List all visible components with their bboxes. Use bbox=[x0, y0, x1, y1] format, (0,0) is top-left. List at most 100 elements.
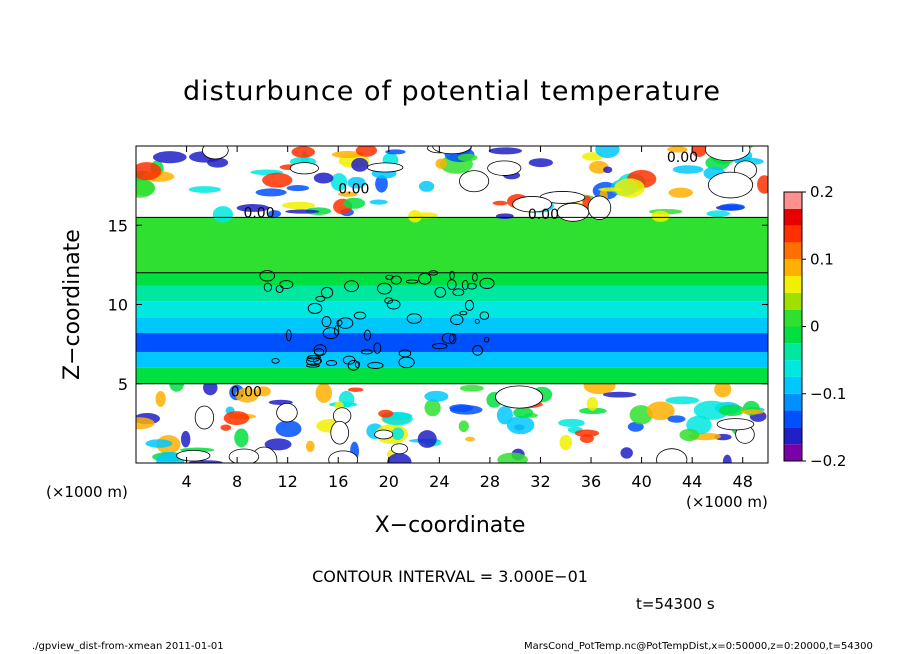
contour-loop bbox=[313, 344, 327, 357]
colorbar-tick-label: 0 bbox=[810, 318, 820, 336]
band-blob bbox=[740, 409, 764, 415]
band-blob bbox=[602, 391, 637, 398]
contour-loop bbox=[366, 162, 404, 173]
x-axis: 4 8 12 16 20 24 28 32 36 40 44 48 bbox=[181, 146, 753, 491]
colorbar-segment bbox=[784, 343, 802, 361]
colorbar-segment bbox=[784, 292, 802, 310]
band-blob bbox=[424, 390, 449, 402]
contour-loop bbox=[495, 385, 544, 409]
band-blob bbox=[417, 430, 437, 448]
band-blob bbox=[262, 172, 293, 188]
contour-loop bbox=[434, 286, 447, 298]
band-blob bbox=[255, 188, 287, 197]
contour-loop bbox=[307, 302, 323, 314]
colorbar-segment bbox=[784, 410, 802, 428]
contour-loop bbox=[377, 282, 392, 295]
y-tick-label: 5 bbox=[118, 375, 128, 394]
band-blob bbox=[145, 439, 173, 448]
contour-loop bbox=[305, 363, 320, 368]
band-blob bbox=[714, 381, 732, 398]
contour-loop bbox=[279, 280, 294, 289]
colorbar-segment bbox=[784, 208, 802, 226]
footer-left: ./gpview_dist-from-xmean 2011-01-01 bbox=[32, 641, 224, 652]
contour-loop bbox=[487, 160, 522, 176]
band-blob bbox=[651, 210, 670, 222]
band-6 bbox=[136, 285, 768, 302]
contour-loop bbox=[512, 196, 553, 213]
band-blob bbox=[706, 210, 730, 217]
band-blob bbox=[722, 454, 732, 463]
band-blob bbox=[268, 210, 281, 218]
contour-loop bbox=[449, 333, 457, 345]
colorbar-segment bbox=[784, 427, 802, 445]
contour-loop bbox=[704, 146, 751, 162]
band-blob bbox=[234, 428, 249, 448]
time-label: t=54300 s bbox=[636, 595, 715, 613]
band-blob bbox=[188, 186, 221, 193]
band-blob bbox=[458, 420, 469, 433]
colorbar-tick-label: −0.1 bbox=[810, 385, 846, 403]
band-blob bbox=[136, 162, 162, 181]
colorbar-segment bbox=[784, 376, 802, 394]
contour-loop bbox=[391, 443, 408, 455]
contour-loop bbox=[386, 299, 401, 310]
contour-loop bbox=[202, 146, 229, 160]
band-blob bbox=[351, 157, 369, 172]
footer-right: MarsCond_PotTemp.nc@PotTempDist,x=0:5000… bbox=[524, 641, 873, 652]
contour-loop bbox=[449, 270, 455, 280]
band-blob bbox=[598, 187, 623, 192]
band-blob bbox=[672, 165, 704, 174]
contour-loop bbox=[428, 270, 439, 276]
band-blob bbox=[387, 453, 412, 463]
band-blob bbox=[574, 429, 600, 437]
band-blob bbox=[449, 404, 474, 412]
band-blob bbox=[375, 175, 388, 193]
band-blob bbox=[459, 384, 484, 392]
band-blob bbox=[355, 146, 378, 157]
band-blob bbox=[220, 424, 232, 431]
band-blob bbox=[558, 418, 585, 427]
contour-loop bbox=[441, 332, 455, 344]
band-blob bbox=[291, 146, 316, 158]
colorbar-segment bbox=[784, 225, 802, 243]
band-blob bbox=[667, 415, 686, 423]
contour-loop bbox=[466, 282, 477, 290]
contour-loop bbox=[289, 162, 319, 175]
contour-interval: CONTOUR INTERVAL = 3.000E−01 bbox=[312, 567, 588, 586]
band-blob bbox=[275, 420, 302, 438]
colorbar-segment bbox=[784, 360, 802, 377]
colorbar-segment bbox=[784, 259, 802, 277]
band-blob bbox=[152, 151, 187, 164]
band-blob bbox=[236, 204, 270, 212]
contour-label: 0.00 bbox=[231, 384, 262, 400]
contour-loop bbox=[259, 270, 276, 282]
band-blob bbox=[620, 447, 633, 459]
band-blob bbox=[668, 187, 694, 198]
band-blob bbox=[305, 440, 315, 453]
x-unit-left: (×1000 m) bbox=[46, 483, 128, 501]
band-4 bbox=[136, 317, 768, 334]
colorbar-tick-label: 0.2 bbox=[810, 183, 834, 201]
contour-label: 0.00 bbox=[667, 150, 698, 166]
plot-area: 0.00 0.00 0.00 0.00 0.00 bbox=[136, 146, 768, 463]
band-blob bbox=[255, 386, 271, 397]
x-tick-label: 48 bbox=[733, 472, 753, 491]
y-axis-label: Z−coordinate bbox=[60, 229, 85, 380]
contour-loop bbox=[276, 402, 298, 423]
contour-loop bbox=[271, 358, 280, 364]
x-tick-label: 8 bbox=[232, 472, 242, 491]
colorbar-segment bbox=[784, 393, 802, 411]
band-blob bbox=[418, 180, 435, 192]
contour-loop bbox=[385, 274, 394, 280]
colorbar: 0.2 0.1 0 −0.1 −0.2 bbox=[783, 183, 846, 470]
contour-label: 0.00 bbox=[528, 207, 559, 223]
band-8 bbox=[136, 217, 768, 273]
contour-loop bbox=[328, 450, 359, 463]
colorbar-segment bbox=[784, 242, 802, 260]
band-blob bbox=[338, 191, 358, 197]
band-blob bbox=[586, 396, 599, 411]
contour-loop bbox=[325, 360, 338, 367]
band-blob bbox=[719, 203, 746, 211]
colorbar-segment bbox=[784, 192, 802, 209]
